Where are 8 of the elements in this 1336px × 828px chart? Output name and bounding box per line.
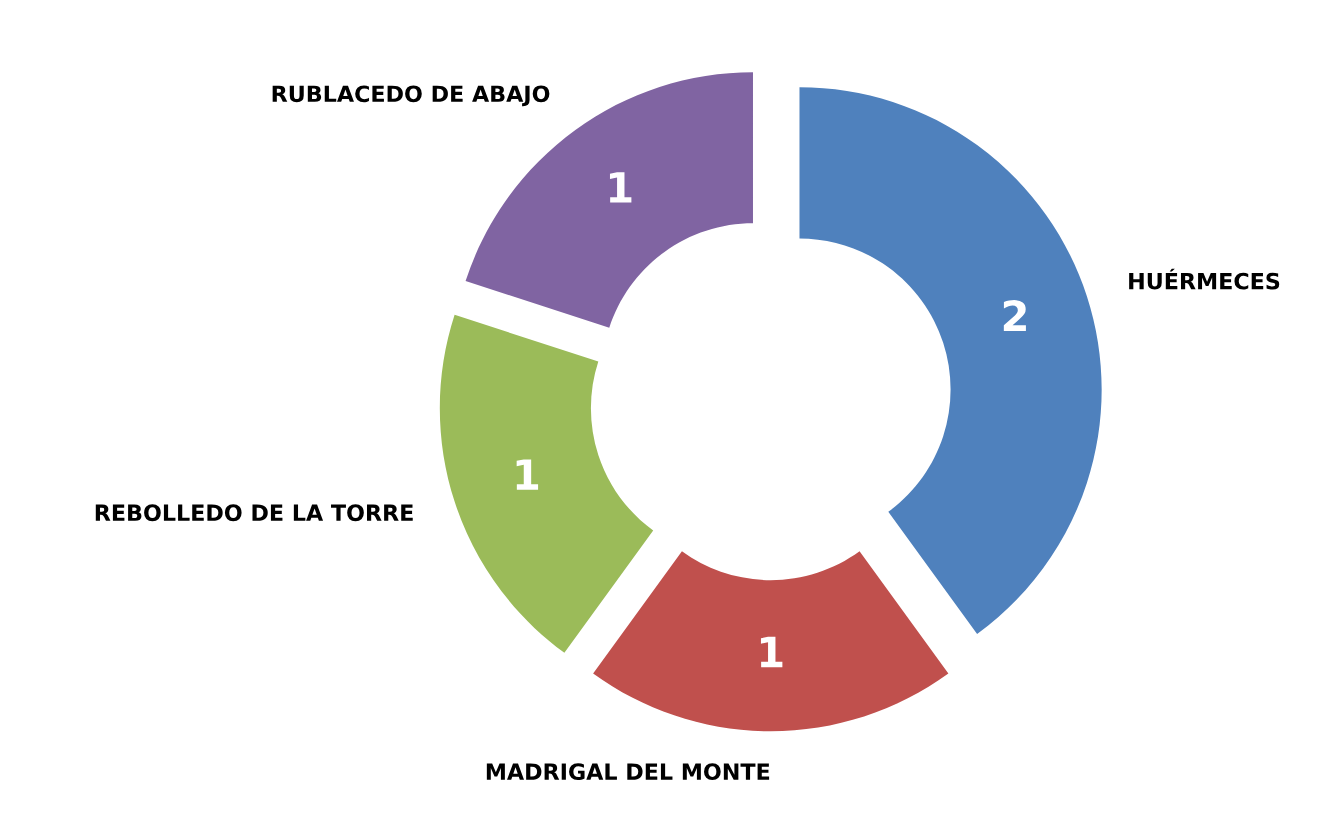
slice-label: MADRIGAL DEL MONTE: [486, 763, 770, 781]
slice-label: RUBLACEDO DE ABAJO: [272, 85, 550, 107]
data-label: 1: [760, 636, 783, 668]
data-label: 2: [1003, 300, 1026, 332]
data-label: 1: [516, 459, 539, 490]
slice-label: REBOLLEDO DE LA TORRE: [95, 504, 413, 522]
slice-label: HUÉRMECES: [1129, 268, 1280, 290]
data-label: 1: [609, 172, 632, 203]
